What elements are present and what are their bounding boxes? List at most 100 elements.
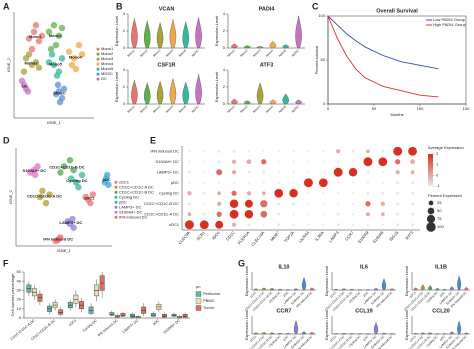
plot-frame — [327, 15, 467, 105]
violin — [144, 82, 151, 105]
y-tick-label: IFN induced DC — [151, 148, 180, 153]
violin — [156, 22, 164, 49]
legend-swatch — [96, 52, 100, 56]
dot — [188, 160, 191, 163]
y-tick-label: CD1C+CD1C-A DC — [144, 211, 179, 216]
cluster-label: Mono1 — [29, 34, 43, 39]
dot — [292, 160, 295, 163]
violin — [195, 74, 202, 105]
point — [50, 22, 58, 29]
survival-line — [327, 15, 439, 70]
point — [47, 45, 55, 53]
x-tick-label: cDC1 — [249, 334, 257, 342]
x-tick-label: Mono5 — [278, 104, 288, 114]
x-tick-label: Mono4 — [265, 48, 275, 58]
dot — [307, 192, 310, 195]
axis — [227, 14, 305, 49]
violin — [269, 288, 275, 291]
x-tick-label: pDC — [282, 334, 290, 342]
cluster-label: Mono3 — [25, 60, 39, 65]
dot — [366, 181, 369, 184]
dot — [292, 150, 295, 153]
dot — [337, 192, 340, 195]
size-key — [427, 207, 435, 215]
violin — [309, 287, 315, 291]
dot — [274, 188, 284, 198]
dot — [277, 150, 280, 153]
dot — [247, 150, 250, 153]
violin — [341, 288, 347, 291]
y-tick-label: pDC — [171, 180, 179, 185]
dot — [381, 149, 385, 153]
y-tick-label: 4 — [123, 67, 126, 72]
point — [78, 51, 86, 58]
violin — [244, 100, 251, 105]
legend-title: Average Expression — [428, 145, 464, 150]
chart-title: CCL19 — [355, 308, 372, 314]
dot — [396, 191, 400, 195]
violin — [341, 332, 347, 335]
point — [28, 45, 36, 53]
dot — [231, 190, 237, 196]
violin — [244, 45, 251, 49]
x-tick-label: Mono1 — [226, 104, 236, 114]
x-tick-label: Mono2 — [239, 48, 249, 58]
panel-label: A — [3, 1, 10, 11]
x-axis-label: tSNE_1 — [57, 248, 72, 253]
color-bar — [428, 154, 433, 186]
point — [45, 28, 53, 36]
size-key-label: 25 — [437, 200, 442, 205]
y-tick-label: 10 — [17, 306, 22, 311]
dot — [348, 168, 358, 177]
dot — [244, 210, 254, 219]
dot — [393, 146, 403, 156]
violin — [277, 288, 283, 291]
legend-label: Low PADI4 Group — [433, 17, 466, 22]
violin — [301, 276, 307, 291]
x-tick-label: Mono3 — [152, 48, 162, 58]
dot — [292, 171, 295, 174]
dot — [396, 212, 400, 216]
dot — [229, 199, 239, 208]
dot — [277, 171, 280, 174]
dot — [366, 191, 370, 195]
y-tick-label: LAMP3+ DC — [157, 169, 179, 174]
legend-swatch — [195, 305, 202, 311]
legend-swatch — [96, 47, 100, 51]
chart-title: Overall Survival — [376, 8, 418, 14]
cluster-label: Mono5 — [49, 62, 63, 67]
x-tick-label: CD1C — [225, 230, 236, 242]
chart-title: CSF1R — [157, 62, 175, 68]
dot — [396, 223, 400, 227]
dot — [277, 202, 281, 206]
dot — [365, 212, 371, 217]
point — [53, 72, 61, 79]
dot — [318, 178, 328, 188]
violin — [293, 320, 299, 335]
violin — [253, 332, 259, 335]
dot — [247, 181, 250, 184]
y-tick-label: S100A9+ DC — [156, 159, 180, 164]
dot — [410, 159, 415, 165]
violin — [285, 332, 291, 335]
x-tick-label: Mono5 — [178, 48, 188, 58]
axis — [411, 272, 470, 291]
y-axis-label: Expression Level — [214, 72, 219, 103]
violin — [449, 286, 454, 291]
x-tick-label: Mono1 — [126, 48, 136, 58]
dot — [188, 181, 191, 184]
x-tick-label: Mono3 — [252, 104, 262, 114]
chart-title: IL6 — [360, 264, 368, 270]
x-tick-label: cDC1 — [329, 290, 337, 298]
dot — [203, 150, 206, 153]
legend-label: MDSC — [101, 71, 113, 76]
violin — [309, 332, 315, 335]
dot — [337, 181, 340, 184]
dot — [411, 223, 415, 227]
point — [52, 41, 60, 49]
x-tick-label: ISG15 — [388, 230, 400, 242]
dot — [336, 223, 340, 227]
dot — [184, 220, 194, 230]
